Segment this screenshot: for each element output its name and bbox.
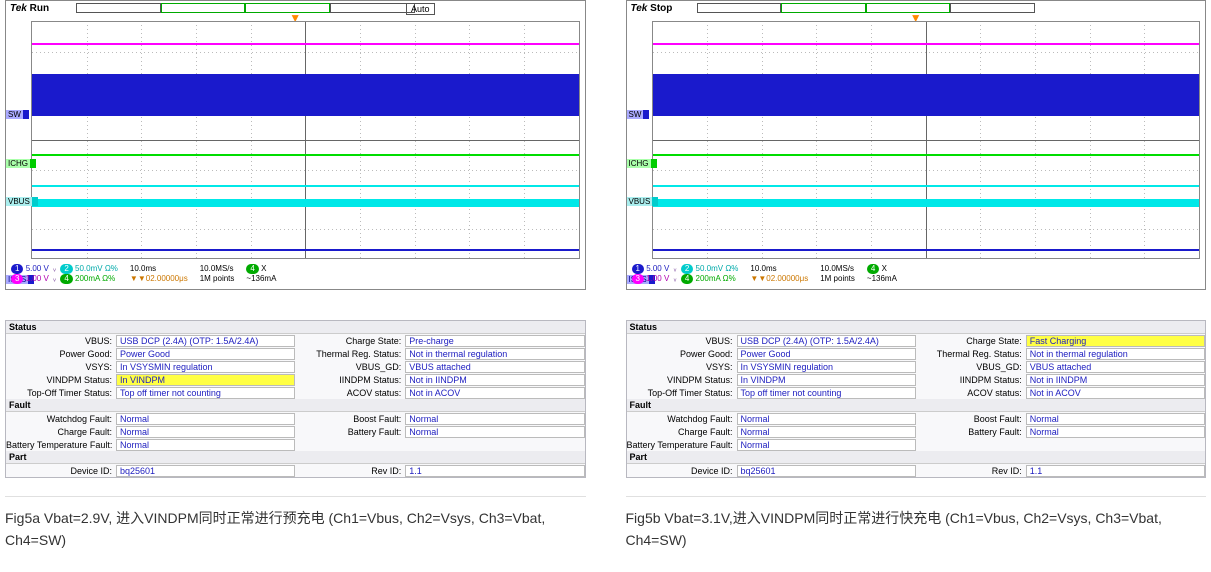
status-vindpm: In VINDPM — [116, 374, 295, 386]
status-iindpm: Not in IINDPM — [1026, 374, 1205, 386]
figure-5a: Tek Run Auto ▼ SW ICHG VBUS I — [5, 0, 586, 552]
fault-battery: Normal — [1026, 426, 1205, 438]
trace-ch3 — [653, 43, 1200, 45]
fault-boost: Normal — [1026, 413, 1205, 425]
status-power-good: Power Good — [116, 348, 295, 360]
label-sw: SW — [627, 110, 650, 119]
scope-grid — [652, 21, 1201, 259]
status-acov: Not in ACOV — [405, 387, 584, 399]
status-thermal: Not in thermal regulation — [1026, 348, 1205, 360]
fault-batt-temp: Normal — [116, 439, 295, 451]
status-header: Status — [6, 321, 585, 334]
status-vbus: USB DCP (2.4A) (OTP: 1.5A/2.4A) — [737, 335, 916, 347]
scope-brand: Tek Run — [10, 3, 49, 14]
trace-ch4 — [32, 74, 579, 116]
status-panel-left: Status VBUS:USB DCP (2.4A) (OTP: 1.5A/2.… — [5, 320, 586, 478]
device-id: bq25601 — [116, 465, 295, 477]
fault-battery: Normal — [405, 426, 584, 438]
scope-brand: Tek Stop — [631, 3, 673, 14]
label-ichg: ICHG — [6, 159, 36, 168]
trace-isys — [653, 249, 1200, 251]
oscilloscope-left: Tek Run Auto ▼ SW ICHG VBUS I — [5, 0, 586, 290]
scope-top-bar — [697, 3, 1036, 13]
fault-header: Fault — [627, 399, 1206, 412]
fault-watchdog: Normal — [116, 413, 295, 425]
status-vsys: In VSYSMIN regulation — [116, 361, 295, 373]
label-sw: SW — [6, 110, 29, 119]
fault-charge: Normal — [116, 426, 295, 438]
status-topoff: Top off timer not counting — [116, 387, 295, 399]
figure-5b: Tek Stop ▼ SW ICHG VBUS ISYS — [626, 0, 1207, 552]
rev-id: 1.1 — [405, 465, 584, 477]
label-ichg: ICHG — [627, 159, 657, 168]
scope-grid — [31, 21, 580, 259]
status-topoff: Top off timer not counting — [737, 387, 916, 399]
status-charge-state: Pre-charge — [405, 335, 584, 347]
status-vsys: In VSYSMIN regulation — [737, 361, 916, 373]
status-vbus-gd: VBUS attached — [405, 361, 584, 373]
trace-ch1 — [653, 199, 1200, 207]
fault-boost: Normal — [405, 413, 584, 425]
status-acov: Not in ACOV — [1026, 387, 1205, 399]
trace-ch2 — [32, 154, 579, 156]
status-vbus: USB DCP (2.4A) (OTP: 1.5A/2.4A) — [116, 335, 295, 347]
part-header: Part — [6, 451, 585, 464]
fault-header: Fault — [6, 399, 585, 412]
status-panel-right: Status VBUS:USB DCP (2.4A) (OTP: 1.5A/2.… — [626, 320, 1207, 478]
rev-id: 1.1 — [1026, 465, 1205, 477]
trace-ch4 — [653, 74, 1200, 116]
status-vindpm: In VINDPM — [737, 374, 916, 386]
trace-ch1 — [32, 199, 579, 207]
part-header: Part — [627, 451, 1206, 464]
label-vbus: VBUS — [6, 197, 38, 206]
caption-5a: Fig5a Vbat=2.9V, 进入VINDPM同时正常进行预充电 (Ch1=… — [5, 496, 586, 552]
device-id: bq25601 — [737, 465, 916, 477]
scope-footer: 1 5.00 V ᵥ 2 50.0mV Ω% 3 1.00 V ᵥ 4 200m… — [11, 262, 580, 286]
scope-footer: 1 5.00 V ᵥ 2 50.0mV Ω% 3 1.00 V ᵥ 4 200m… — [632, 262, 1201, 286]
scope-mode: Auto — [406, 3, 435, 15]
status-vbus-gd: VBUS attached — [1026, 361, 1205, 373]
trace-ch3 — [32, 43, 579, 45]
scope-top-bar — [76, 3, 415, 13]
fault-watchdog: Normal — [737, 413, 916, 425]
fault-batt-temp: Normal — [737, 439, 916, 451]
oscilloscope-right: Tek Stop ▼ SW ICHG VBUS ISYS — [626, 0, 1207, 290]
fault-charge: Normal — [737, 426, 916, 438]
status-iindpm: Not in IINDPM — [405, 374, 584, 386]
trace-ch1-top — [32, 185, 579, 187]
label-vbus: VBUS — [627, 197, 659, 206]
status-header: Status — [627, 321, 1206, 334]
trace-isys — [32, 249, 579, 251]
trace-ch2 — [653, 154, 1200, 156]
trace-ch1-top — [653, 185, 1200, 187]
caption-5b: Fig5b Vbat=3.1V,进入VINDPM同时正常进行快充电 (Ch1=V… — [626, 496, 1207, 552]
status-thermal: Not in thermal regulation — [405, 348, 584, 360]
status-charge-state: Fast Charging — [1026, 335, 1205, 347]
status-power-good: Power Good — [737, 348, 916, 360]
